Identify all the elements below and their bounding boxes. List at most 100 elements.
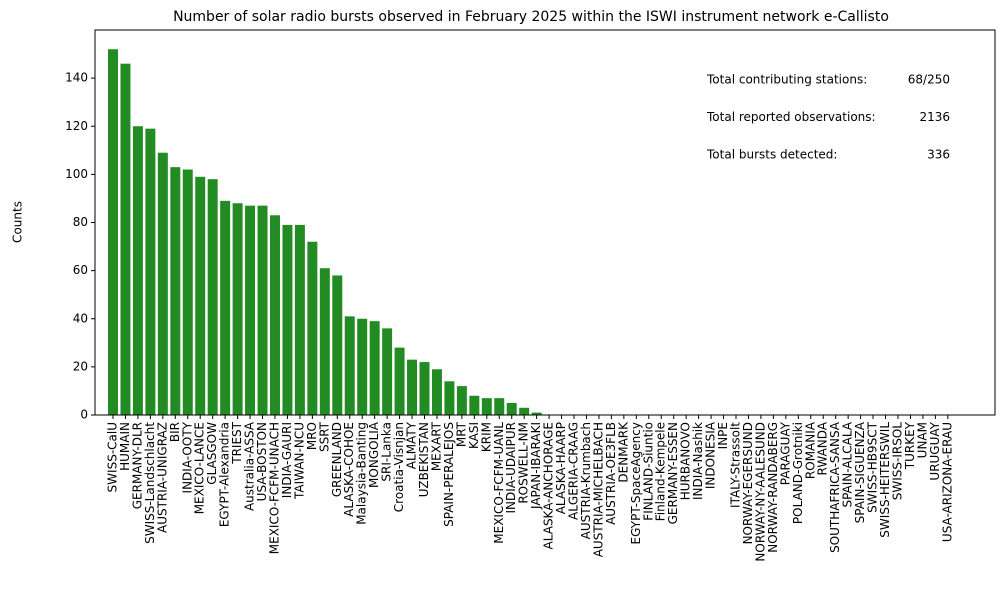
y-tick-label: 40 (73, 311, 88, 325)
x-tick-label: ITALY-Strassolt (729, 422, 743, 508)
x-tick-label: MEXICO-FCFM-UNACH (267, 422, 281, 554)
bar (506, 402, 517, 415)
x-tick-label: KASI (467, 422, 481, 449)
x-tick-label: INDIA-GAURI (280, 422, 294, 498)
x-tick-label: SSRT (317, 421, 331, 452)
x-tick-label: AUSTRIA-OE3FLB (604, 422, 618, 525)
x-tick-label: USA-ARIZONA-ERAU (940, 422, 954, 542)
bar (182, 169, 193, 415)
annotation-label: Total reported observations: (706, 110, 876, 124)
x-tick-label: SWISS-CalU (106, 422, 120, 492)
bar (170, 167, 181, 415)
bar (257, 205, 268, 415)
bar (120, 63, 131, 415)
bar (419, 362, 430, 415)
x-tick-label: ALMATY (405, 421, 419, 469)
bar (357, 318, 368, 415)
x-tick-label: SWISS-Landschlacht (143, 422, 157, 544)
bar (207, 179, 218, 415)
x-tick-label: MEXICO-FCFM-UANL (492, 422, 506, 544)
x-tick-label: HURBANOVO (679, 422, 693, 500)
y-tick-label: 120 (65, 119, 88, 133)
annotation-label: Total contributing stations: (706, 73, 867, 87)
x-tick-label: INDIA-OOTY (180, 421, 194, 493)
x-tick-label: MONGOLIA (367, 421, 381, 488)
y-tick-label: 0 (80, 408, 88, 422)
bar (494, 398, 505, 415)
bar (132, 126, 143, 415)
x-tick-label: SOUTHAFRICA-SANSA (828, 421, 842, 553)
x-tick-label: TRIEST (230, 421, 244, 464)
x-tick-label: ROSWELL-NM (517, 422, 531, 504)
bar (220, 200, 231, 415)
chart-title: Number of solar radio bursts observed in… (173, 9, 889, 25)
x-tick-label: AUSTRIA-Krumbach (579, 422, 593, 539)
x-tick-label: SWISS-HB9SCT (866, 421, 880, 512)
x-tick-label: ALASKA-ANCHORAGE (542, 422, 556, 549)
y-tick-label: 60 (73, 263, 88, 277)
x-tick-label: SWISS-IRSOL (890, 422, 904, 501)
plot-frame (94, 29, 996, 416)
x-tick-label: ALASKA-HAARP (554, 422, 568, 514)
x-tick-label: INDIA-UDAIPUR (504, 422, 518, 514)
x-tick-label: MRT (454, 421, 468, 447)
x-tick-label: BIR (168, 422, 182, 442)
x-tick-label: HUMAIN (118, 422, 132, 471)
x-tick-label: AUSTRIA-MICHELBACH (591, 422, 605, 557)
x-tick-label: URUGUAY (928, 421, 942, 480)
x-tick-label: INPE (716, 422, 730, 449)
bar (245, 205, 256, 415)
x-tick-label: GREENLAND (330, 422, 344, 497)
bar (145, 128, 156, 415)
bar (531, 412, 542, 415)
bar (481, 398, 492, 415)
bar (344, 316, 355, 415)
x-tick-label: SPAIN-PERALEJOS (442, 422, 456, 527)
annotation-value: 336 (927, 148, 950, 162)
bar (407, 359, 418, 415)
x-tick-label: UZBEKISTAN (417, 422, 431, 497)
bar (232, 203, 243, 415)
y-tick-label: 80 (73, 215, 88, 229)
x-tick-label: MRO (305, 422, 319, 450)
bar (519, 407, 530, 415)
x-tick-label: MEXART (429, 421, 443, 471)
x-tick-label: ALASKA-COHOE (342, 422, 356, 517)
x-tick-label: PARAGUAY (778, 421, 792, 485)
x-tick-label: NORWAY-EGERSUND (741, 422, 755, 544)
annotation-value: 2136 (919, 110, 950, 124)
x-tick-label: NORWAY-RANDABERG (766, 422, 780, 553)
x-tick-label: USA-BOSTON (255, 422, 269, 501)
x-tick-label: INDIA-Nashik (691, 422, 705, 500)
x-tick-label: FINLAND-Siuntio (641, 422, 655, 521)
x-tick-label: NORWAY-NY-AALESUND (753, 422, 767, 562)
bar (332, 275, 343, 415)
bar (382, 328, 393, 415)
x-tick-label: KRIM (479, 422, 493, 452)
x-tick-label: EGYPT-Alexandria (218, 422, 232, 527)
y-tick-label: 100 (65, 167, 88, 181)
bar (195, 176, 206, 415)
x-tick-label: EGYPT-SpaceAgency (629, 422, 643, 545)
x-tick-label: GLASGOW (205, 422, 219, 485)
annotation-value: 68/250 (908, 73, 950, 87)
y-axis-label: Counts (11, 201, 25, 243)
bar (444, 381, 455, 415)
x-tick-label: INDONESIA (704, 421, 718, 489)
x-tick-label: RWANDA (816, 421, 830, 475)
x-tick-label: AUSTRIA-UNIGRAZ (155, 422, 169, 533)
bar (269, 215, 280, 415)
x-tick-label: Finland-Kempele (654, 422, 668, 521)
x-tick-label: GERMANY-DLR (130, 422, 144, 509)
bar (319, 268, 330, 415)
bar (108, 49, 118, 415)
x-tick-label: SRI-Lanka (380, 422, 394, 482)
x-tick-label: POLAND-Grotniki (791, 422, 805, 524)
x-tick-label: MEXICO-LANCE (193, 422, 207, 514)
x-tick-label: TAIWAN-NCU (292, 422, 306, 500)
x-tick-label: SPAIN-SIGUENZA (853, 421, 867, 523)
bar (282, 224, 293, 415)
x-tick-label: Australia-ASSA (243, 421, 257, 511)
